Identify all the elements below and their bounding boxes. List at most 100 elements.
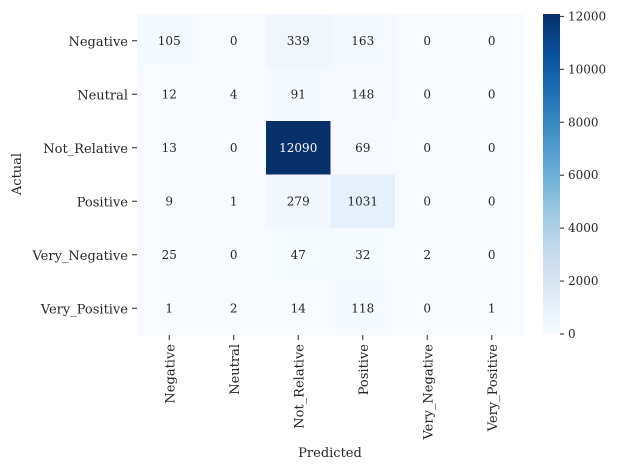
heatmap-cell — [395, 174, 460, 229]
heatmap-cell — [266, 121, 331, 175]
colorbar-tick-label: 12000 — [568, 9, 606, 23]
colorbar-tick-label: 6000 — [568, 168, 599, 182]
x-tick-label: Very_Negative — [421, 344, 436, 441]
heatmap-cell — [201, 14, 267, 68]
heatmap-cell — [459, 281, 525, 336]
cell-value-label: 32 — [355, 248, 370, 262]
cell-value-label: 0 — [488, 87, 496, 101]
cell-value-label: 0 — [423, 87, 431, 101]
heatmap-cell — [266, 67, 331, 122]
cell-value-label: 0 — [230, 248, 238, 262]
cell-value-label: 0 — [230, 141, 238, 155]
heatmap-cell — [266, 228, 331, 282]
cell-value-label: 118 — [351, 301, 374, 315]
heatmap-cell — [137, 174, 202, 229]
heatmap-cell — [266, 281, 331, 336]
heatmap-cell — [137, 14, 202, 68]
y-tick-label: Not_Relative — [43, 142, 128, 157]
colorbar-tick-label: 2000 — [568, 274, 599, 288]
y-tick-label: Positive — [77, 195, 129, 210]
heatmap-cell — [137, 228, 202, 282]
cell-value-label: 4 — [230, 87, 238, 101]
cell-value-label: 25 — [162, 248, 177, 262]
cell-value-label: 0 — [488, 248, 496, 262]
cell-value-label: 1 — [230, 194, 238, 208]
x-tick-label: Very_Positive — [486, 344, 501, 433]
cell-value-label: 91 — [291, 87, 306, 101]
cell-value-label: 1 — [488, 301, 496, 315]
heatmap-cell — [330, 14, 396, 68]
cell-value-label: 9 — [165, 194, 173, 208]
heatmap-cell — [395, 121, 460, 175]
heatmap-cell — [330, 281, 396, 336]
cell-value-label: 69 — [355, 141, 370, 155]
cell-value-label: 339 — [287, 34, 310, 48]
heatmap-cell — [201, 67, 267, 122]
cell-value-label: 14 — [291, 301, 307, 315]
cell-value-label: 0 — [423, 34, 431, 48]
cell-value-label: 47 — [291, 248, 306, 262]
x-tick-label: Positive — [357, 344, 372, 396]
cell-value-label: 163 — [351, 34, 374, 48]
heatmap-cell — [330, 174, 396, 229]
y-tick-label: Very_Negative — [31, 249, 128, 264]
heatmap-cell — [395, 67, 460, 122]
cell-value-label: 12090 — [279, 141, 317, 155]
colorbar-tick-label: 8000 — [568, 115, 599, 129]
cell-value-label: 2 — [423, 248, 431, 262]
heatmap-cell-labels: 105 0 339 163 0 012 4 91 148 0 013 0 12090 69 0 09 1 279 1… — [158, 34, 496, 316]
heatmap-cell — [266, 174, 331, 229]
cell-value-label: 148 — [351, 87, 374, 101]
heatmap-cell — [395, 228, 460, 282]
cell-value-label: 13 — [162, 141, 177, 155]
x-axis-ticks: Negative Neutral Not_Relative Positive Very_… — [163, 335, 501, 441]
heatmap-cell — [459, 228, 525, 282]
colorbar-ticks: 0 2000 4000 6000 8000 10000 12000 — [560, 9, 606, 341]
cell-value-label: 0 — [488, 141, 496, 155]
heatmap-cell — [137, 121, 202, 175]
heatmap-cell — [395, 281, 460, 336]
cell-value-label: 0 — [488, 34, 496, 48]
x-tick-label: Not_Relative — [292, 344, 307, 429]
cell-value-label: 1 — [165, 301, 173, 315]
heatmap-cell — [201, 281, 267, 336]
heatmap-cell — [459, 67, 525, 122]
x-tick-label: Negative — [163, 344, 178, 404]
cell-value-label: 0 — [423, 194, 431, 208]
cell-value-label: 1031 — [347, 194, 378, 208]
heatmap-cell — [201, 121, 267, 175]
cell-value-label: 105 — [158, 34, 181, 48]
colorbar — [543, 14, 560, 334]
heatmap-cell — [137, 67, 202, 122]
y-tick-label: Neutral — [77, 88, 128, 103]
heatmap-cell — [266, 14, 331, 68]
x-tick-label: Neutral — [228, 344, 243, 395]
y-axis-label: Actual — [10, 153, 25, 196]
colorbar-tick-label: 10000 — [568, 62, 606, 76]
cell-value-label: 0 — [423, 141, 431, 155]
heatmap-cell — [459, 174, 525, 229]
heatmap-cell — [201, 174, 267, 229]
heatmap-cell — [330, 228, 396, 282]
cell-value-label: 2 — [230, 301, 238, 315]
cell-value-label: 12 — [162, 87, 177, 101]
heatmap-cell — [459, 14, 525, 68]
heatmap-cell — [330, 67, 396, 122]
heatmap-cell — [201, 228, 267, 282]
heatmap-cell — [330, 121, 396, 175]
cell-value-label: 0 — [230, 34, 238, 48]
x-axis-label: Predicted — [298, 446, 362, 461]
cell-value-label: 279 — [287, 194, 310, 208]
heatmap-cell — [137, 281, 202, 336]
y-axis-ticks: Negative Neutral Not_Relative Positive Very_… — [31, 35, 137, 317]
colorbar-tick-label: 4000 — [568, 221, 599, 235]
y-tick-label: Very_Positive — [40, 302, 129, 317]
colorbar-tick-label: 0 — [568, 327, 576, 341]
y-tick-label: Negative — [68, 35, 128, 50]
heatmap-cells — [137, 14, 525, 336]
heatmap-cell — [459, 121, 525, 175]
cell-value-label: 0 — [488, 194, 496, 208]
heatmap-cell — [395, 14, 460, 68]
cell-value-label: 0 — [423, 301, 431, 315]
